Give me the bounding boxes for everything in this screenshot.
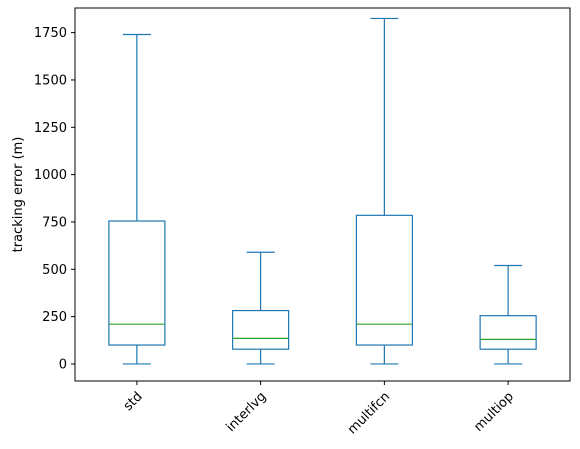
box-multiop	[479, 315, 537, 350]
box-interlvg	[232, 309, 290, 350]
x-tick-label: multiop	[471, 389, 517, 435]
x-tick-label: multifcn	[345, 389, 393, 437]
y-tick-label: 750	[42, 215, 67, 230]
y-tick-label: 500	[42, 263, 67, 278]
box-multifcn	[355, 214, 413, 346]
y-tick-label: 1000	[34, 168, 67, 183]
x-tick-label: std	[121, 389, 146, 414]
y-tick-label: 1500	[34, 73, 67, 88]
y-tick-label: 1250	[34, 121, 67, 136]
box-std	[108, 220, 166, 346]
plot-area: 0 250 500 750 1000 1250 1500 1750 std interlvg mul…	[34, 7, 571, 437]
y-tick-label: 0	[59, 357, 67, 372]
x-tick-label: interlvg	[224, 389, 270, 435]
y-tick-label: 250	[42, 310, 67, 325]
plot-frame	[74, 7, 571, 382]
y-axis-label: tracking error (m)	[11, 137, 26, 253]
y-tick-label: 1750	[34, 26, 67, 41]
